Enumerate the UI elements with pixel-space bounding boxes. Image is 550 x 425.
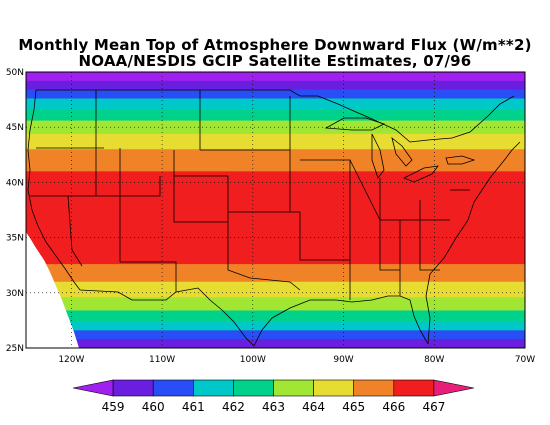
longitude-label: 90W xyxy=(333,355,353,365)
flux-band xyxy=(26,297,525,311)
flux-band xyxy=(26,133,525,150)
colorbar-segment xyxy=(112,379,154,397)
flux-band xyxy=(26,109,525,122)
longitude-label: 100W xyxy=(240,355,266,365)
flux-band xyxy=(26,281,525,298)
longitude-labels: 120W 110W 100W 90W 80W 70W xyxy=(58,355,535,365)
colorbar-segment xyxy=(313,379,355,397)
longitude-label: 70W xyxy=(515,355,535,365)
flux-band xyxy=(26,120,525,135)
longitude-label: 110W xyxy=(149,355,175,365)
colorbar-segment xyxy=(152,379,194,397)
colorbar-segment xyxy=(233,379,274,397)
flux-bands xyxy=(26,72,525,348)
latitude-label: 45N xyxy=(6,123,24,133)
longitude-label: 120W xyxy=(58,355,84,365)
colorbar-segment xyxy=(72,379,114,397)
colorbar-label: 466 xyxy=(382,400,405,414)
colorbar-labels: 459 460 461 462 463 464 465 466 467 xyxy=(102,400,446,414)
flux-band xyxy=(26,264,525,283)
colorbar xyxy=(72,379,475,397)
colorbar-segment xyxy=(193,379,234,397)
colorbar-label: 463 xyxy=(262,400,285,414)
latitude-label: 30N xyxy=(6,289,24,299)
latitude-label: 40N xyxy=(6,178,24,188)
flux-band xyxy=(26,171,525,265)
flux-band xyxy=(26,80,525,91)
colorbar-label: 461 xyxy=(182,400,205,414)
colorbar-label: 464 xyxy=(302,400,325,414)
map-frame xyxy=(25,71,526,349)
flux-band xyxy=(26,321,525,331)
latitude-label: 50N xyxy=(6,68,24,78)
flux-band xyxy=(26,72,525,82)
colorbar-segment xyxy=(433,379,475,397)
colorbar-label: 460 xyxy=(142,400,165,414)
longitude-label: 80W xyxy=(424,355,444,365)
flux-band xyxy=(26,98,525,111)
boundary-lines xyxy=(27,89,521,347)
colorbar-label: 467 xyxy=(422,400,445,414)
colorbar-label: 462 xyxy=(222,400,245,414)
flux-band xyxy=(26,330,525,340)
latitude-labels: 50N 45N 40N 35N 30N 25N xyxy=(6,68,24,354)
colorbar-segment xyxy=(393,379,435,397)
colorbar-segment xyxy=(273,379,314,397)
map-title: Monthly Mean Top of Atmosphere Downward … xyxy=(18,36,532,54)
flux-band xyxy=(26,149,525,172)
colorbar-segment xyxy=(353,379,395,397)
map-subtitle: NOAA/NESDIS GCIP Satellite Estimates, 07… xyxy=(78,52,472,70)
latitude-label: 25N xyxy=(6,344,24,354)
colorbar-label: 465 xyxy=(342,400,365,414)
latitude-label: 35N xyxy=(6,234,24,244)
flux-band xyxy=(26,89,525,99)
colorbar-label: 459 xyxy=(102,400,125,414)
flux-band xyxy=(26,339,525,348)
